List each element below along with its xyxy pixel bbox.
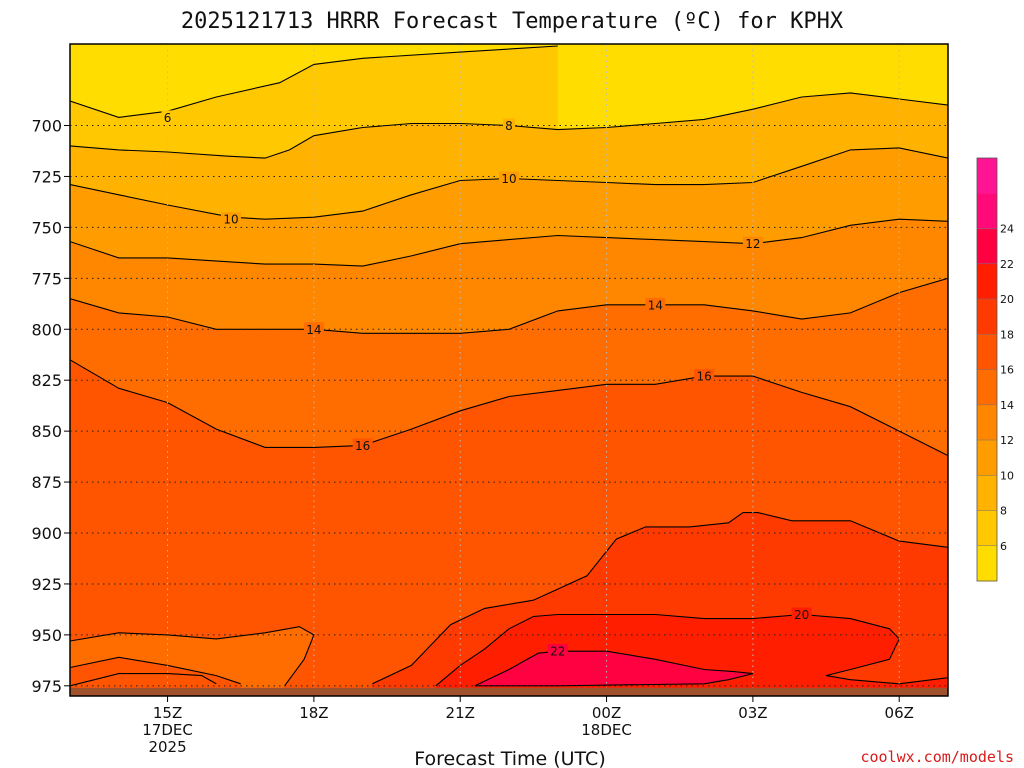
chart-title: 2025121713 HRRR Forecast Temperature (ºC… <box>181 9 844 34</box>
contour-line-8 <box>70 92 948 159</box>
y-tick-label: 800 <box>31 320 62 339</box>
contour-label-bg <box>303 322 324 336</box>
colorbar-swatch <box>977 440 997 476</box>
y-tick-label: 775 <box>31 269 62 288</box>
colorbar-tick-label: 6 <box>1000 540 1007 553</box>
colorbar-tick-label: 8 <box>1000 505 1007 518</box>
colorbar-tick-label: 14 <box>1000 399 1014 412</box>
contour-label-bg <box>547 644 568 658</box>
colorbar-swatch <box>977 263 997 300</box>
colorbar-swatch <box>977 299 997 335</box>
colorbar-swatch <box>977 369 997 406</box>
contour-label-bg <box>742 236 763 250</box>
y-tick-label: 950 <box>31 626 62 645</box>
x-tick-label: 21Z <box>446 704 475 722</box>
y-tick-label: 700 <box>31 117 62 136</box>
contour-label: 14 <box>306 323 321 337</box>
x-tick-label: 18DEC <box>581 721 632 739</box>
colorbar-swatch <box>977 475 997 511</box>
fill-band-22 <box>474 651 753 686</box>
contour-line-14 <box>70 277 948 334</box>
y-tick-label: 875 <box>31 473 62 492</box>
x-axis-label: Forecast Time (UTC) <box>414 748 605 768</box>
y-tick-label: 750 <box>31 218 62 237</box>
colorbar-swatch <box>977 510 997 547</box>
contour-line-20 <box>70 626 315 687</box>
y-tick-label: 975 <box>31 677 62 696</box>
x-tick-label: 03Z <box>738 704 767 722</box>
colorbar-tick-label: 12 <box>1000 434 1014 447</box>
contour-line-6 <box>70 45 558 118</box>
colorbar: 6 8 10 12 14 16 18 20 22 24 <box>976 157 1014 582</box>
contour-label-bg <box>352 438 373 452</box>
y-tick-label: 850 <box>31 422 62 441</box>
contour-line-16 <box>70 359 948 457</box>
plot-area: 6 8 10 10 12 14 14 16 16 20 22 <box>69 43 949 697</box>
y-tick-label: 925 <box>31 575 62 594</box>
colorbar-tick-label: 24 <box>1000 223 1014 236</box>
y-tick-label: 900 <box>31 524 62 543</box>
ground-strip <box>70 687 948 696</box>
contour-line-22 <box>474 650 754 687</box>
contour-label-bg <box>645 297 666 311</box>
contour-line-18 <box>70 673 217 687</box>
contour-label-bg <box>220 212 241 226</box>
colorbar-swatch <box>977 193 997 229</box>
y-tick-label: 725 <box>31 167 62 186</box>
contour-line-18 <box>70 656 241 685</box>
x-tick-label: 00Z <box>592 704 621 722</box>
contour-label: 20 <box>794 608 809 622</box>
x-tick-label: 2025 <box>148 738 186 756</box>
contour-label-bg <box>161 110 174 124</box>
y-axis-ticks: 700 725 750 775 800 825 850 875 900 925 950 975 <box>31 117 70 696</box>
x-tick-label: 15Z <box>153 704 182 722</box>
colorbar-swatch <box>977 158 997 194</box>
x-tick-label: 18Z <box>299 704 328 722</box>
contour-line-20 <box>435 613 948 687</box>
contour-label: 16 <box>355 439 370 453</box>
contour-label: 6 <box>164 111 172 125</box>
colorbar-swatch <box>977 334 997 370</box>
colorbar-tick-label: 20 <box>1000 293 1014 306</box>
contour-label: 8 <box>505 119 513 133</box>
colorbar-tick-label: 10 <box>1000 469 1014 482</box>
colorbar-tick-label: 18 <box>1000 328 1014 341</box>
contour-label: 16 <box>696 370 711 384</box>
contour-line-12 <box>70 218 948 267</box>
contour-label-bg <box>791 607 812 621</box>
x-tick-label: 17DEC <box>142 721 193 739</box>
plot-border <box>69 43 949 697</box>
contour-label-bg <box>499 171 519 185</box>
contour-line-18 <box>372 512 948 685</box>
contour-label-bg <box>503 118 515 132</box>
colorbar-swatch <box>977 228 997 265</box>
contour-label: 22 <box>550 645 565 659</box>
contour-label: 10 <box>501 172 516 186</box>
colorbar-tick-label: 16 <box>1000 364 1014 377</box>
contour-label: 12 <box>745 237 760 251</box>
fill-band-left-inner <box>70 657 241 696</box>
credit-text: coolwx.com/models <box>860 748 1014 766</box>
colorbar-tick-label: 22 <box>1000 258 1014 271</box>
x-tick-label: 06Z <box>885 704 914 722</box>
contour-label: 14 <box>648 298 663 312</box>
colorbar-swatch <box>977 404 997 441</box>
colorbar-swatch <box>977 545 997 582</box>
y-tick-label: 825 <box>31 371 62 390</box>
contour-label-bg <box>694 369 715 383</box>
contour-label: 10 <box>223 213 238 227</box>
